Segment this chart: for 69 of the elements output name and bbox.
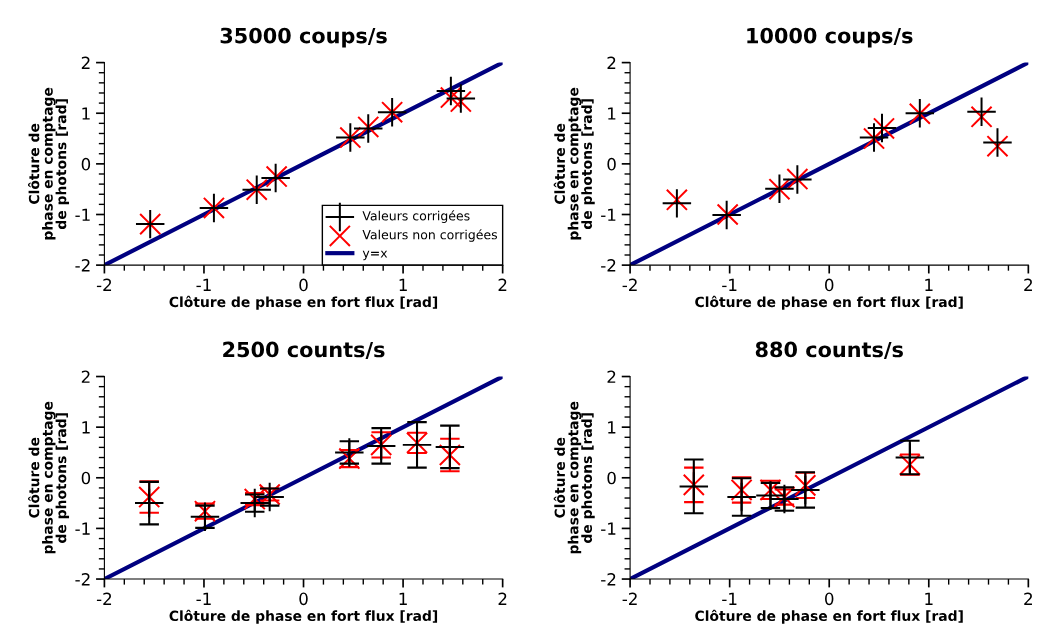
legend-label: Valeurs corrigées [362, 210, 470, 223]
y-tick-label: 0 [81, 157, 91, 171]
point [983, 128, 1012, 157]
y-tick-label: -2 [75, 259, 90, 272]
chart-title: 2500 counts/s [223, 341, 385, 360]
point [255, 482, 284, 512]
y-axis-title: Clôture de phase en comptage de photons [rad] [553, 401, 595, 554]
x-axis-title: Clôture de phase en fort flux [rad] [695, 295, 963, 310]
point [446, 84, 476, 113]
y-tick-label: -1 [601, 208, 616, 221]
x-tick-label: 2 [498, 592, 507, 605]
x-tick-label: -1 [722, 592, 737, 605]
x-tick-label: 0 [825, 278, 834, 292]
y-tick-label: 2 [607, 370, 616, 383]
y-tick-label: 2 [81, 370, 90, 383]
x-tick-label: 2 [498, 278, 507, 291]
y-tick-label: 1 [608, 107, 616, 120]
y-tick-label: 0 [607, 157, 616, 171]
y-tick-label: -2 [601, 259, 616, 272]
x-tick-label: -1 [722, 278, 737, 291]
y-tick-label: 0 [81, 471, 91, 485]
x-axis-title: Clôture de phase en fort flux [rad] [695, 609, 963, 624]
point [134, 488, 164, 518]
x-tick-label: -2 [622, 592, 637, 605]
point [679, 472, 709, 501]
point [261, 163, 290, 193]
y-tick-label: 2 [607, 56, 616, 69]
x-tick-label: 1 [925, 278, 933, 291]
point [435, 432, 465, 462]
y-tick-label: 1 [608, 421, 616, 434]
x-tick-label: 1 [925, 592, 933, 605]
point [354, 114, 383, 143]
x-tick-label: 0 [299, 278, 308, 292]
chart-title: 35000 coups/s [220, 27, 387, 48]
y-tick-label: -1 [75, 208, 90, 221]
point [867, 113, 897, 143]
y-tick-label: -2 [75, 573, 90, 586]
x-tick-label: -2 [96, 592, 112, 605]
x-tick-label: 2 [1024, 592, 1032, 605]
x-tick-label: -2 [622, 278, 637, 291]
y-axis-title: Clôture de phase en comptage de photons [rad] [28, 87, 70, 240]
y-tick-label: 1 [82, 107, 90, 120]
point [967, 97, 996, 126]
y-tick-label: 1 [82, 421, 90, 434]
point [727, 482, 756, 512]
x-tick-label: 0 [825, 592, 834, 606]
y-tick-label: -1 [75, 522, 90, 535]
chart-title: 880 counts/s [755, 341, 903, 360]
x-axis-title: Clôture de phase en fort flux [rad] [169, 609, 438, 624]
y-tick-label: -2 [601, 573, 616, 586]
x-tick-label: 1 [399, 592, 407, 605]
y-axis-title: Clôture de phase en comptage de photons [rad] [28, 401, 70, 554]
y-axis-title: Clôture de phase en comptage de photons [rad] [553, 87, 595, 240]
point [436, 76, 466, 106]
x-axis-title: Clôture de phase en fort flux [rad] [169, 295, 438, 310]
x-tick-label: 2 [1024, 278, 1032, 291]
x-tick-label: -1 [196, 592, 211, 605]
legend-label: y=x [362, 250, 388, 261]
x-tick-label: 1 [399, 278, 407, 291]
legend-label: Valeurs non corrigées [362, 229, 498, 242]
x-tick-label: -1 [196, 278, 211, 291]
x-tick-label: -2 [96, 278, 112, 291]
y-tick-label: -1 [601, 522, 616, 535]
y-tick-label: 0 [607, 471, 616, 485]
point [662, 189, 692, 218]
chart-title: 10000 coups/s [747, 27, 913, 48]
x-tick-label: 0 [299, 592, 308, 606]
y-tick-label: 2 [81, 56, 90, 69]
point [240, 488, 269, 518]
